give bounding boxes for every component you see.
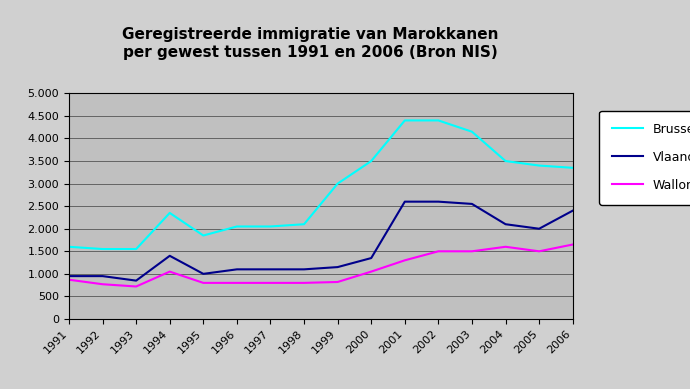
Text: Geregistreerde immigratie van Marokkanen
per gewest tussen 1991 en 2006 (Bron NI: Geregistreerde immigratie van Marokkanen… [122,27,499,60]
Wallonië [65,277,73,282]
Vlaanderen [401,199,409,204]
Wallonië [99,282,107,287]
Vlaanderen [65,274,73,279]
Wallonië [569,242,577,247]
Wallonië [333,280,342,284]
Wallonië [166,269,174,274]
Brussel [333,181,342,186]
Vlaanderen [266,267,275,272]
Vlaanderen [300,267,308,272]
Brussel [233,224,241,229]
Brussel [65,244,73,249]
Line: Brussel: Brussel [69,121,573,249]
Wallonië [434,249,442,254]
Wallonië [468,249,476,254]
Vlaanderen [502,222,510,226]
Brussel [535,163,543,168]
Vlaanderen [99,274,107,279]
Brussel [468,130,476,134]
Vlaanderen [199,272,208,276]
Brussel [266,224,275,229]
Wallonië [535,249,543,254]
Vlaanderen [535,226,543,231]
Line: Vlaanderen: Vlaanderen [69,202,573,280]
Brussel [132,247,140,251]
Legend: Brussel, Vlaanderen, Wallonië: Brussel, Vlaanderen, Wallonië [599,111,690,205]
Wallonië [233,280,241,285]
Vlaanderen [333,265,342,270]
Wallonië [266,280,275,285]
Brussel [166,210,174,215]
Wallonië [502,244,510,249]
Line: Wallonië: Wallonië [69,245,573,286]
Vlaanderen [367,256,375,260]
Wallonië [401,258,409,263]
Wallonië [367,269,375,274]
Vlaanderen [569,209,577,213]
Brussel [199,233,208,238]
Brussel [300,222,308,226]
Vlaanderen [166,254,174,258]
Wallonië [300,280,308,285]
Brussel [401,118,409,123]
Vlaanderen [233,267,241,272]
Brussel [502,159,510,163]
Brussel [434,118,442,123]
Vlaanderen [434,199,442,204]
Wallonië [132,284,140,289]
Brussel [367,159,375,163]
Vlaanderen [468,202,476,206]
Brussel [569,165,577,170]
Brussel [99,247,107,251]
Wallonië [199,280,208,285]
Vlaanderen [132,278,140,283]
